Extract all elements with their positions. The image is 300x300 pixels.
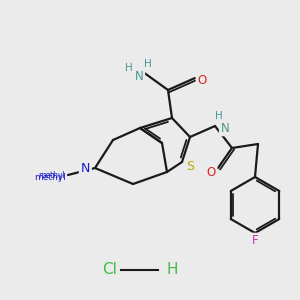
Text: O: O — [197, 74, 207, 86]
Text: methyl: methyl — [38, 170, 65, 179]
Text: H: H — [215, 111, 223, 121]
Text: methyl: methyl — [34, 172, 66, 182]
Text: F: F — [252, 235, 258, 248]
Text: H: H — [125, 63, 133, 73]
Text: H: H — [166, 262, 178, 278]
Text: O: O — [206, 166, 216, 178]
Text: N: N — [220, 122, 230, 134]
Text: N: N — [81, 161, 90, 175]
Text: Cl: Cl — [103, 262, 117, 278]
Text: H: H — [144, 59, 152, 69]
Text: S: S — [186, 160, 194, 173]
Text: N: N — [135, 70, 143, 83]
